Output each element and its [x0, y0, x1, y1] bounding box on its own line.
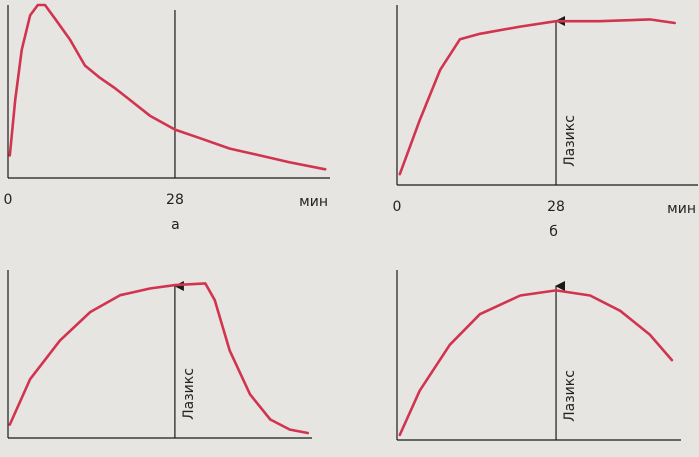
x-tick-label: 28	[166, 192, 184, 208]
event-label: Лазикс	[562, 370, 578, 422]
curve	[398, 18, 676, 176]
x-axis-label: мин	[299, 194, 328, 210]
x-axis-label: мин	[667, 201, 696, 217]
x-tick-label: 0	[4, 192, 13, 208]
event-label: Лазикс	[562, 115, 578, 167]
caption: а	[171, 217, 180, 233]
event-label: Лазикс	[181, 368, 197, 420]
curve	[8, 3, 327, 171]
caption: б	[549, 224, 558, 240]
curve	[8, 282, 310, 435]
x-tick-label: 0	[393, 199, 402, 215]
x-tick-label: 28	[547, 199, 565, 215]
curve	[398, 289, 674, 437]
